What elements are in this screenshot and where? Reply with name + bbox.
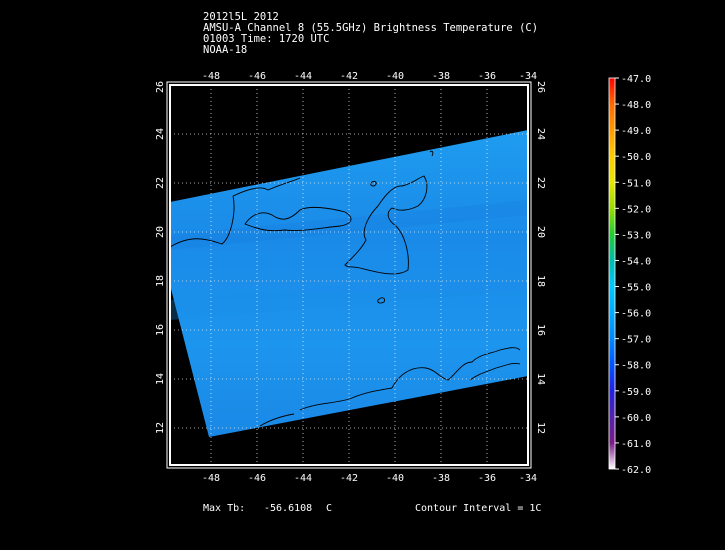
colorbar-label: -60.0 (621, 413, 651, 424)
colorbar-label: -48.0 (621, 100, 651, 111)
lon-labels-bottom: -48 -46 -44 -42 -40 -38 -36 -34 (202, 473, 537, 484)
lon-tick-label: -40 (386, 473, 404, 484)
lon-tick-label: -34 (519, 71, 537, 82)
colorbar-label: -50.0 (621, 152, 651, 163)
max-tb-value: -56.6108 (264, 503, 313, 514)
contour-line (259, 413, 295, 427)
colorbar-label: -58.0 (621, 361, 651, 372)
colorbar-label: -56.0 (621, 309, 651, 320)
contour-interval: Contour Interval = 1C (415, 503, 542, 514)
lat-tick-label: 18 (535, 275, 546, 287)
lon-tick-label: -36 (478, 473, 496, 484)
lat-tick-label: 18 (155, 275, 166, 287)
contour-line (299, 387, 393, 411)
colorbar-scale (608, 77, 616, 470)
lat-tick-label: 22 (535, 177, 546, 189)
satellite-swath (170, 130, 528, 437)
contour-lines (170, 150, 521, 427)
lat-tick-label: 26 (155, 81, 166, 93)
lat-tick-label: 16 (155, 324, 166, 336)
contour-line (377, 297, 385, 304)
lon-labels-top: -48 -46 -44 -42 -40 -38 -36 -34 (202, 71, 537, 82)
plot-frame-outer (166, 81, 532, 469)
lat-tick-label: 16 (535, 324, 546, 336)
lat-tick-label: 20 (535, 226, 546, 238)
grid-lines (170, 85, 528, 465)
title-line-2: AMSU-A Channel 8 (55.5GHz) Brightness Te… (203, 22, 539, 34)
lon-tick-label: -46 (248, 71, 266, 82)
colorbar-label: -54.0 (621, 256, 651, 267)
lon-tick-label: -48 (202, 71, 220, 82)
lon-tick-label: -48 (202, 473, 220, 484)
colorbar-label: -52.0 (621, 204, 651, 215)
lon-tick-label: -46 (248, 473, 266, 484)
contour-line (344, 175, 428, 275)
lat-labels-left: 12 14 16 18 20 22 24 26 (155, 81, 166, 434)
lat-labels-right: 12 14 16 18 20 22 24 26 (535, 81, 546, 434)
contour-line (170, 195, 235, 248)
lat-tick-label: 14 (535, 373, 546, 385)
lat-tick-label: 14 (155, 373, 166, 385)
lon-tick-label: -34 (519, 473, 537, 484)
lat-tick-label: 12 (155, 422, 166, 434)
lon-tick-label: -44 (294, 473, 312, 484)
contour-line (469, 363, 521, 381)
lat-tick-label: 22 (155, 177, 166, 189)
swath-band (170, 270, 528, 320)
colorbar-label: -62.0 (621, 465, 651, 476)
title-line-4: NOAA-18 (203, 44, 248, 56)
max-tb-label: Max Tb: (203, 503, 246, 514)
contour-line (232, 177, 301, 197)
max-tb-unit: C (326, 503, 333, 514)
title-line-1: 2012l5L 2012 (203, 11, 279, 23)
plot-frame (169, 84, 529, 466)
lat-tick-label: 24 (155, 128, 166, 140)
lon-tick-label: -42 (340, 71, 358, 82)
lat-tick-label: 12 (535, 422, 546, 434)
colorbar-label: -51.0 (621, 178, 651, 189)
contour-line (391, 347, 521, 389)
colorbar-label: -49.0 (621, 126, 651, 137)
lat-tick-label: 26 (535, 81, 546, 93)
lat-tick-label: 24 (535, 128, 546, 140)
colorbar-label: -53.0 (621, 230, 651, 241)
colorbar-label: -57.0 (621, 335, 651, 346)
lon-tick-label: -40 (386, 71, 404, 82)
lon-tick-label: -36 (478, 71, 496, 82)
lon-tick-label: -38 (432, 473, 450, 484)
contour-line (244, 206, 352, 232)
colorbar-label: -59.0 (621, 387, 651, 398)
lat-tick-label: 20 (155, 226, 166, 238)
colorbar-label: -47.0 (621, 74, 651, 85)
title-line-3: 01003 Time: 1720 UTC (203, 33, 330, 45)
lon-tick-label: -38 (432, 71, 450, 82)
lon-tick-label: -44 (294, 71, 312, 82)
lon-tick-label: -42 (340, 473, 358, 484)
contour-line (429, 150, 434, 157)
colorbar-label: -61.0 (621, 439, 651, 450)
colorbar-label: -55.0 (621, 283, 651, 294)
colorbar: -47.0 -48.0 -49.0 -50.0 -51.0 -52.0 -53.0 -54.0… (608, 74, 651, 476)
